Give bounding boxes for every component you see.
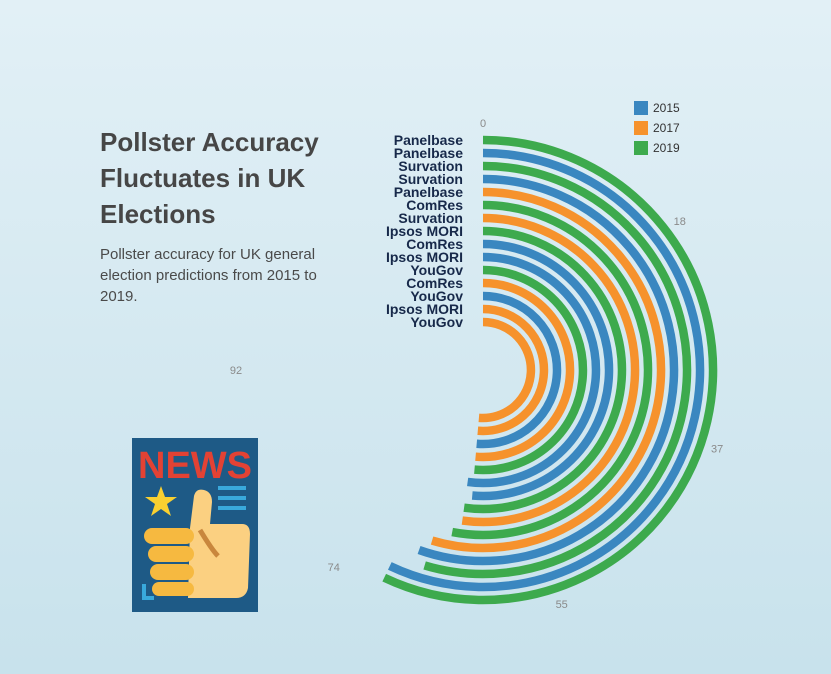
angular-tick-label: 92 [230,365,242,377]
legend-swatch-2017 [634,121,648,135]
bar-labels-layer: PanelbasePanelbaseSurvationSurvationPane… [386,132,463,330]
legend-label-2019: 2019 [653,141,680,155]
angular-tick-label: 74 [328,562,340,574]
angular-tick-label: 0 [480,118,486,130]
angular-tick-label: 18 [674,216,686,228]
newspaper-thumbs-up-icon: NEWS [132,438,258,612]
bar-label: YouGov [410,314,463,330]
legend-label-2017: 2017 [653,121,680,135]
bar-2017 [479,322,531,418]
legend-label-2015: 2015 [653,101,680,115]
news-headline: NEWS [138,445,252,487]
legend-swatch-2019 [634,141,648,155]
angular-tick-label: 55 [556,599,568,611]
angular-tick-label: 37 [711,444,723,456]
legend: 2015 2017 2019 [634,101,680,155]
legend-swatch-2015 [634,101,648,115]
